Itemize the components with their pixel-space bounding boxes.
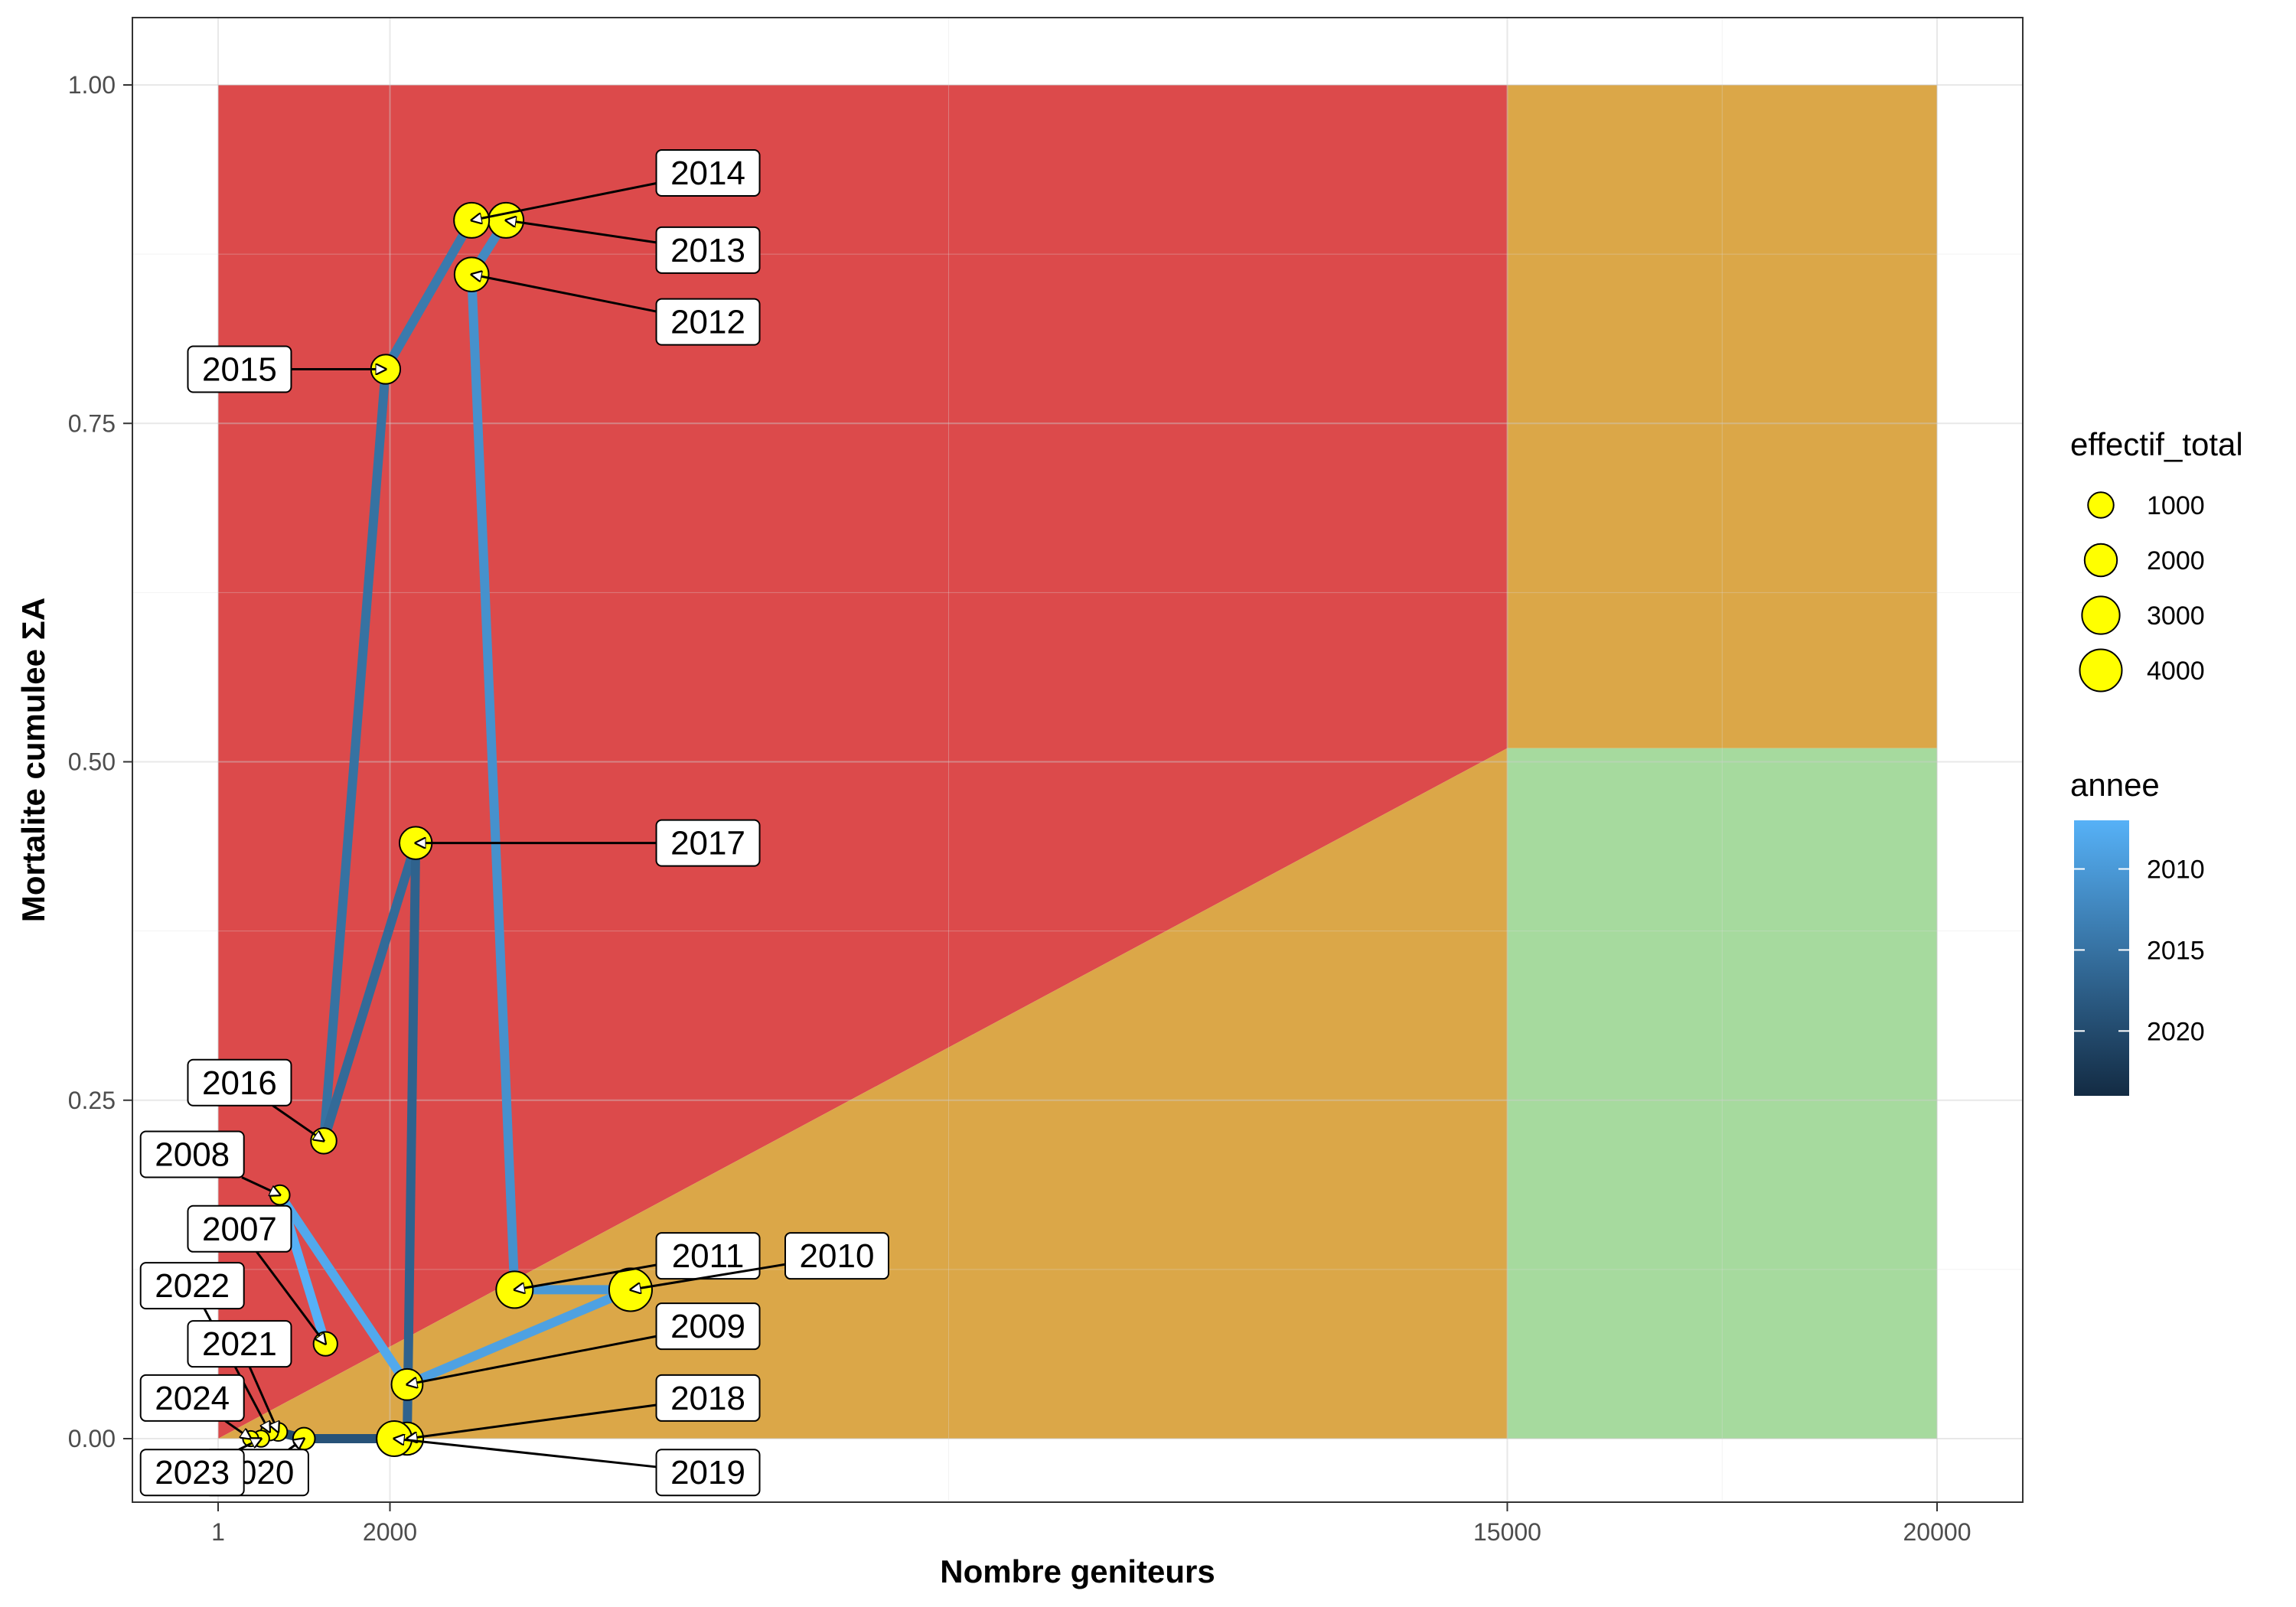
label-leader-2012: [471, 275, 657, 313]
x-tick-label: 15000: [1473, 1518, 1541, 1546]
data-point-2010: [608, 1267, 653, 1312]
label-leader-2011: [514, 1263, 657, 1289]
size-legend-label: 3000: [2147, 601, 2205, 631]
label-text-2011: 2011: [672, 1237, 745, 1275]
label-box-2019: [655, 1449, 761, 1497]
label-text-2009: 2009: [670, 1308, 745, 1345]
y-tick-label: 0.50: [68, 748, 116, 776]
label-box-2011: [655, 1232, 761, 1280]
size-legend-label: 2000: [2147, 546, 2205, 575]
label-text-2018: 2018: [670, 1380, 745, 1417]
label-box-2015: [187, 345, 292, 393]
zone-orange-lower: [218, 748, 1508, 1439]
label-box-2017: [655, 819, 761, 867]
label-box-2010: [784, 1232, 889, 1280]
path-segment: [275, 1190, 412, 1390]
zone-orange-upper: [1507, 85, 1937, 748]
label-text-2012: 2012: [670, 304, 745, 341]
point-labels: 2014 2013 2012 2015 2017 2016 2008 2007 2011 2010…: [139, 148, 889, 1497]
size-legend-key: [2087, 491, 2115, 519]
colorbar-label: 2020: [2147, 1017, 2205, 1046]
label-text-2017: 2017: [670, 825, 745, 862]
background-zones: [218, 85, 1937, 1439]
y-tick-label: 1.00: [68, 71, 116, 99]
label-box-2021: [187, 1320, 292, 1368]
x-tick-label: 2000: [363, 1518, 417, 1546]
path-segment: [467, 269, 520, 1295]
size-legend: effectif_total 1000 2000 3000 4000: [2070, 426, 2243, 693]
label-text-2023: 2023: [155, 1454, 230, 1491]
data-point-2012: [453, 256, 490, 292]
axes: 1 2000 15000 20000 0.00 0.25 0.50 0.75 1.00: [68, 17, 2024, 1546]
label-leader-2014: [471, 182, 657, 220]
path-segment: [319, 838, 421, 1146]
y-tick-label: 0.25: [68, 1087, 116, 1114]
label-leader-2021: [248, 1366, 278, 1432]
color-legend-title: annee: [2070, 767, 2160, 803]
label-leader-2013: [506, 220, 657, 244]
colorbar: [2074, 820, 2129, 1096]
label-box-2022: [139, 1262, 245, 1310]
label-leader-2009: [407, 1335, 657, 1384]
label-text-2010: 2010: [800, 1237, 875, 1275]
label-leader-2016: [272, 1104, 324, 1141]
zone-green: [1507, 748, 1937, 1439]
size-legend-label: 1000: [2147, 491, 2205, 520]
size-legend-key: [2083, 543, 2118, 578]
label-box-2008: [139, 1130, 245, 1178]
path-segment: [319, 364, 390, 1146]
label-text-2022: 2022: [155, 1267, 230, 1305]
size-legend-key: [2081, 595, 2121, 635]
plot-border: [132, 17, 2024, 1503]
label-leader-2019: [394, 1439, 657, 1468]
data-point-2016: [310, 1127, 338, 1155]
color-legend: annee 2010 2015 2020: [2070, 767, 2205, 1096]
colorbar-label: 2010: [2147, 856, 2205, 885]
label-text-2019: 2019: [670, 1454, 745, 1491]
label-leader-2007: [256, 1250, 325, 1344]
label-box-2016: [187, 1058, 292, 1107]
x-tick-label: 1: [211, 1518, 225, 1546]
path-segment: [402, 838, 421, 1443]
y-tick-label: 0.75: [68, 409, 116, 437]
label-box-2018: [655, 1374, 761, 1422]
label-leader-2023: [238, 1439, 261, 1451]
label-text-2013: 2013: [670, 232, 745, 269]
label-leader-2010: [631, 1263, 786, 1289]
label-leader-2008: [241, 1176, 280, 1195]
label-box-2024: [139, 1374, 245, 1422]
label-text-2024: 2024: [155, 1380, 230, 1417]
label-text-2008: 2008: [155, 1136, 230, 1174]
x-axis-title: Nombre geniteurs: [940, 1553, 1215, 1589]
label-box-2007: [187, 1204, 292, 1253]
label-text-2007: 2007: [202, 1211, 277, 1248]
size-legend-label: 4000: [2147, 657, 2205, 686]
label-leader-2024: [224, 1420, 250, 1439]
zone-red: [218, 85, 1508, 1439]
path-segment: [402, 1285, 635, 1390]
label-text-2016: 2016: [202, 1064, 277, 1102]
y-tick-label: 0.00: [68, 1425, 116, 1452]
label-box-2014: [655, 148, 761, 197]
size-legend-title: effectif_total: [2070, 426, 2243, 462]
label-box-2012: [655, 298, 761, 346]
label-box-2023: [139, 1449, 245, 1497]
size-legend-key: [2079, 648, 2123, 693]
label-text-2014: 2014: [670, 155, 745, 192]
label-box-2009: [655, 1302, 761, 1351]
label-leader-2018: [407, 1403, 657, 1439]
label-text-2021: 2021: [202, 1325, 277, 1363]
x-tick-label: 20000: [1903, 1518, 1971, 1546]
y-axis-title: Mortalite cumulee ΣA: [15, 598, 51, 922]
path-segment: [380, 215, 477, 374]
label-leader-2020: [288, 1439, 304, 1451]
label-box-2013: [655, 226, 761, 274]
label-text-2015: 2015: [202, 350, 277, 388]
colorbar-label: 2015: [2147, 936, 2205, 965]
